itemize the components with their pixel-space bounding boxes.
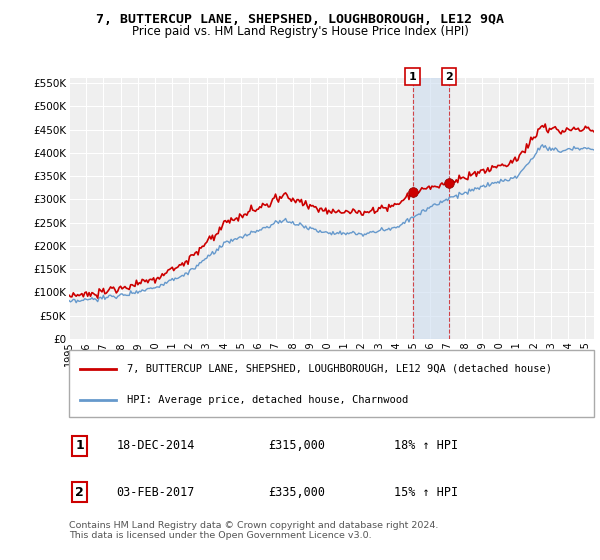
Text: 7, BUTTERCUP LANE, SHEPSHED, LOUGHBOROUGH, LE12 9QA (detached house): 7, BUTTERCUP LANE, SHEPSHED, LOUGHBOROUG… <box>127 364 552 374</box>
Text: 2: 2 <box>75 486 84 498</box>
Text: 03-FEB-2017: 03-FEB-2017 <box>116 486 194 498</box>
Text: Contains HM Land Registry data © Crown copyright and database right 2024.
This d: Contains HM Land Registry data © Crown c… <box>69 521 439 540</box>
Text: 1: 1 <box>75 440 84 452</box>
Text: 2: 2 <box>445 72 453 82</box>
Text: 7, BUTTERCUP LANE, SHEPSHED, LOUGHBOROUGH, LE12 9QA: 7, BUTTERCUP LANE, SHEPSHED, LOUGHBOROUG… <box>96 13 504 26</box>
Text: 15% ↑ HPI: 15% ↑ HPI <box>395 486 458 498</box>
Text: £335,000: £335,000 <box>269 486 325 498</box>
Bar <box>413 78 449 339</box>
Text: £315,000: £315,000 <box>269 440 325 452</box>
Text: 18% ↑ HPI: 18% ↑ HPI <box>395 440 458 452</box>
FancyBboxPatch shape <box>69 350 594 417</box>
Text: HPI: Average price, detached house, Charnwood: HPI: Average price, detached house, Char… <box>127 395 408 405</box>
Text: 18-DEC-2014: 18-DEC-2014 <box>116 440 194 452</box>
Text: Price paid vs. HM Land Registry's House Price Index (HPI): Price paid vs. HM Land Registry's House … <box>131 25 469 39</box>
Text: 1: 1 <box>409 72 416 82</box>
